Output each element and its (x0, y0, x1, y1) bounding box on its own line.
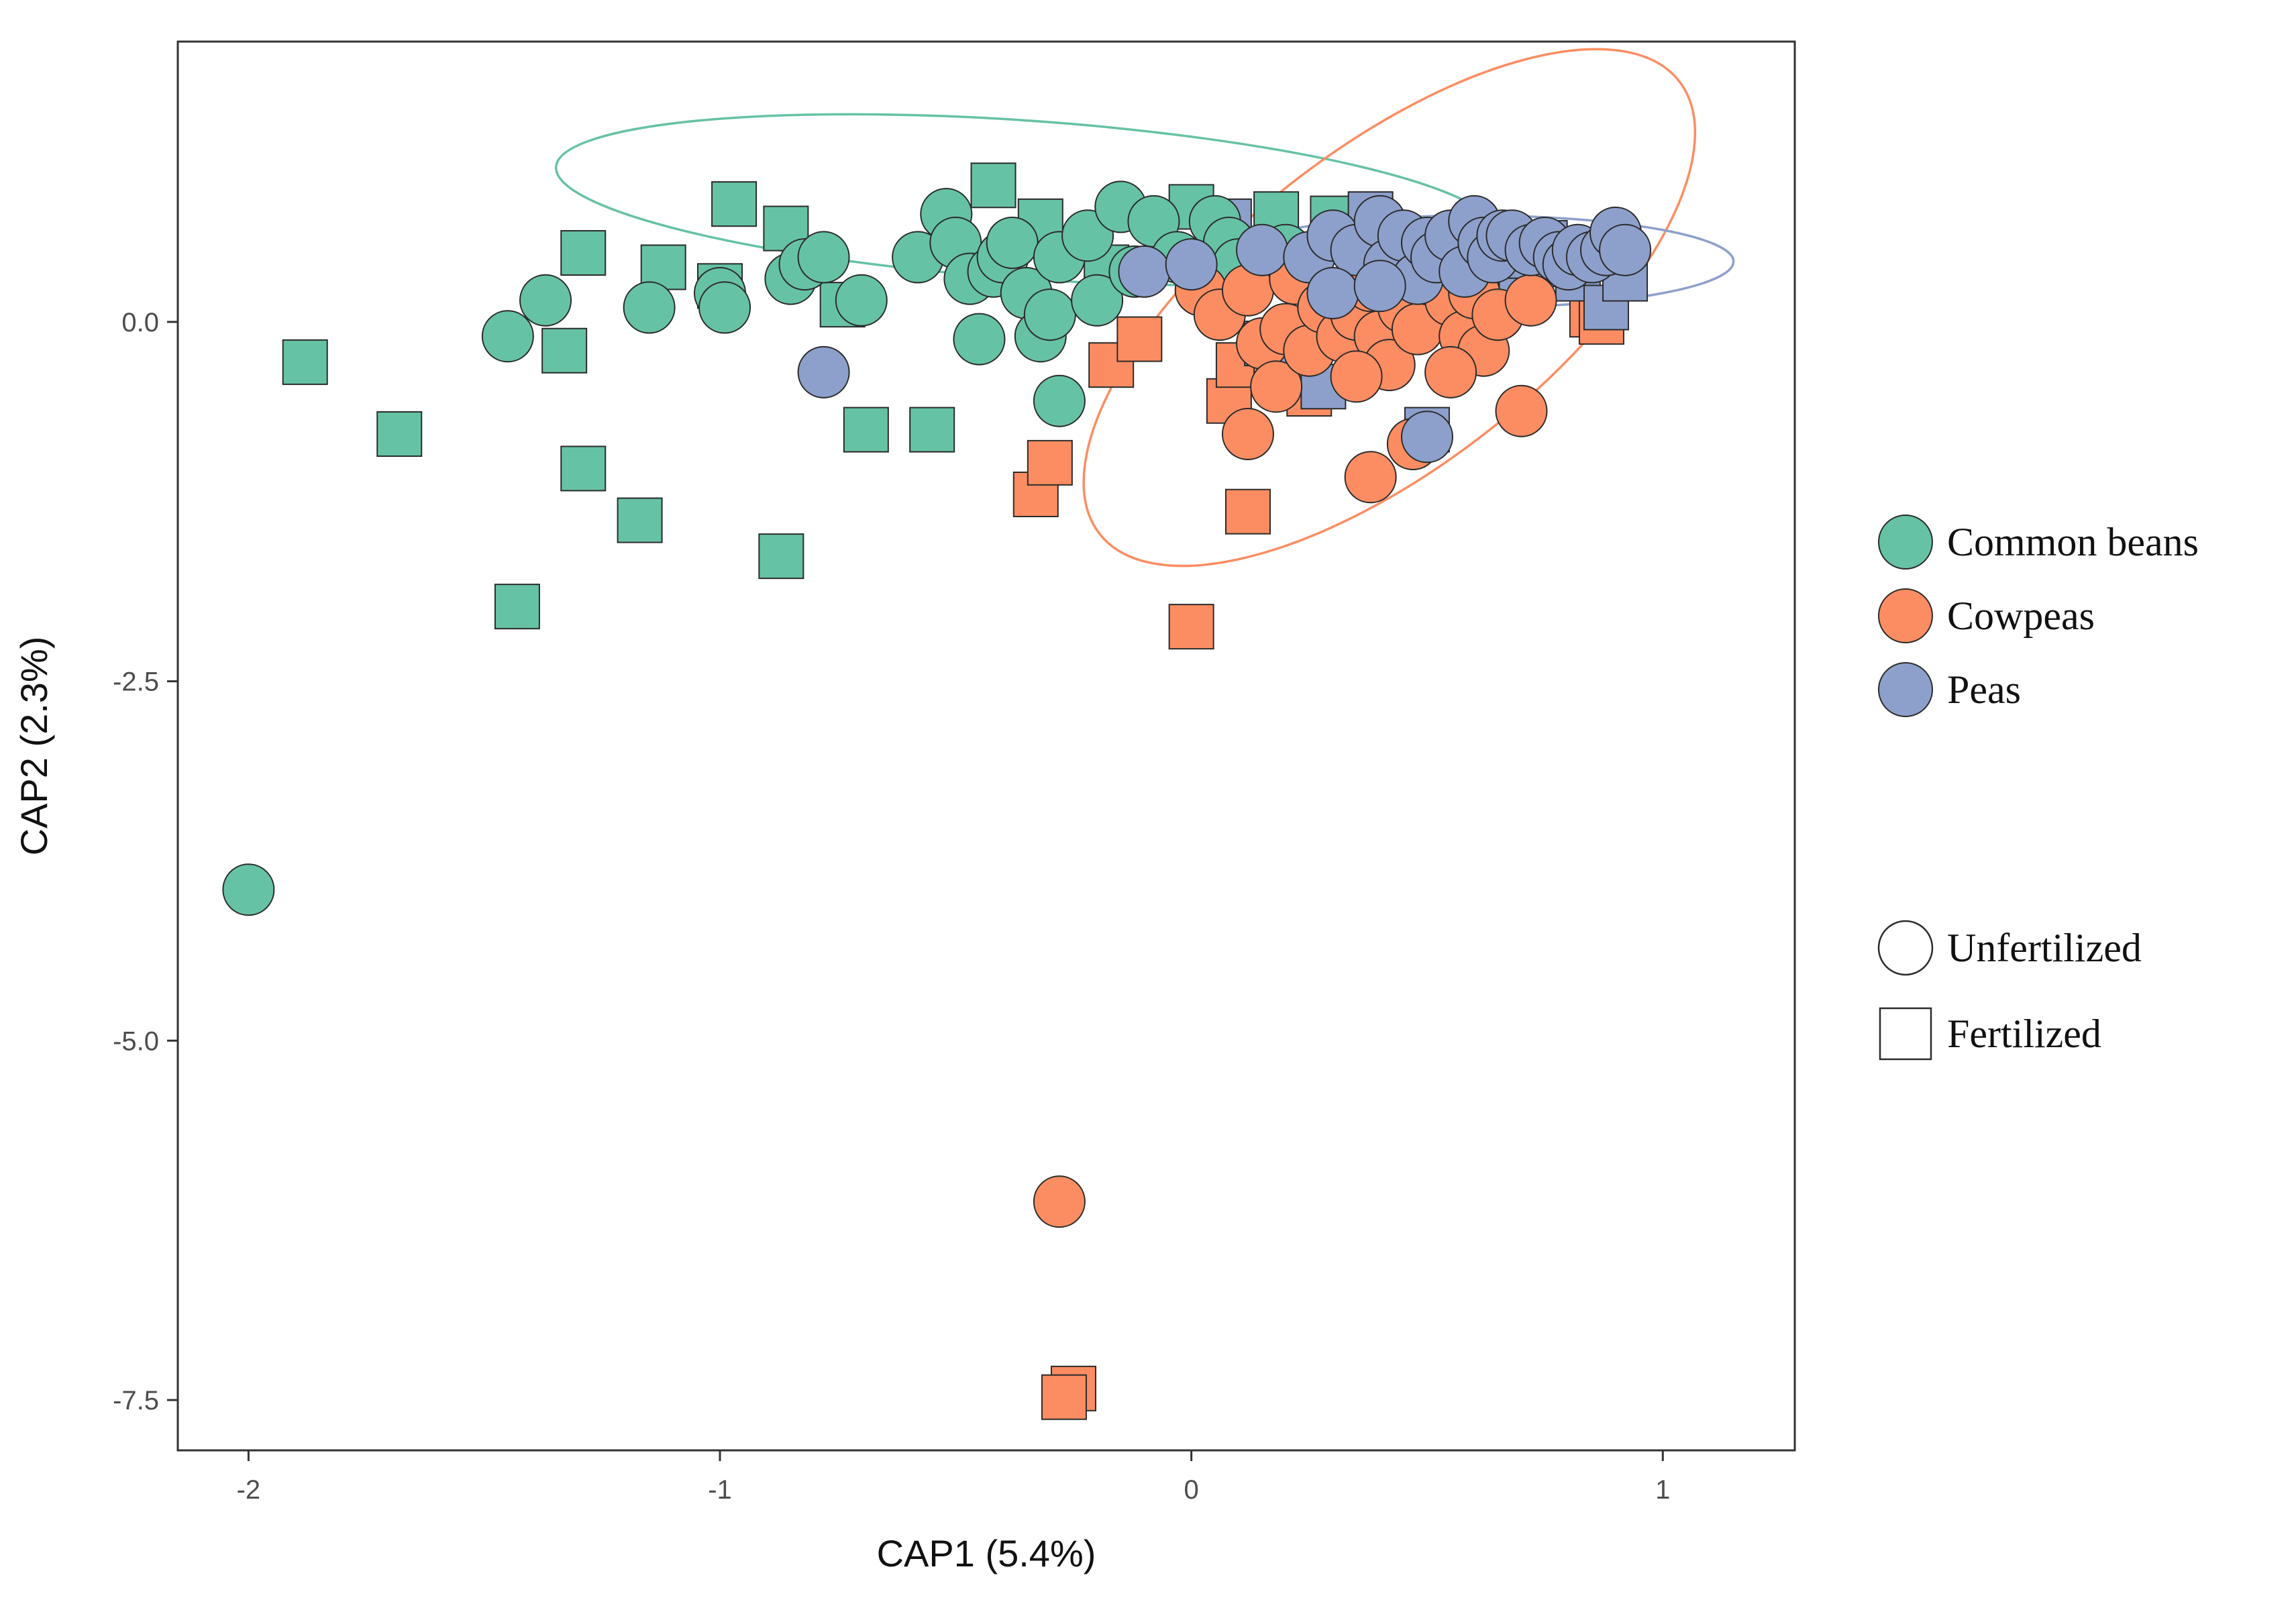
point-cowpeas-fertilized (1168, 604, 1214, 650)
point-peas-unfertilized (1306, 267, 1359, 319)
legend-label-cowpeas: Cowpeas (1947, 594, 2095, 638)
legend-key-fertilized (1879, 1007, 1932, 1061)
legend-species-group: Common beans Cowpeas Peas (1878, 515, 2199, 717)
point-common-beans-fertilized (758, 533, 804, 580)
point-peas-unfertilized (1353, 260, 1406, 313)
point-common-beans-fertilized (560, 445, 607, 492)
point-common-beans-fertilized (711, 181, 758, 227)
point-cowpeas-unfertilized (1504, 274, 1557, 327)
legend-label-peas: Peas (1947, 667, 2021, 712)
x-tick-label: 1 (1655, 1475, 1670, 1505)
point-common-beans-fertilized (541, 327, 588, 374)
point-common-beans-fertilized (843, 407, 889, 453)
legend-key-cowpeas (1878, 588, 1933, 643)
point-common-beans-unfertilized (481, 310, 534, 363)
point-common-beans-unfertilized (698, 281, 751, 334)
point-peas-unfertilized (1400, 411, 1453, 464)
legend-key-peas (1878, 662, 1933, 717)
x-tick-label: -1 (708, 1475, 732, 1505)
point-common-beans-unfertilized (1033, 374, 1086, 427)
legend-key-unfertilized (1877, 920, 1934, 976)
point-peas-unfertilized (1236, 223, 1289, 276)
point-common-beans-fertilized (560, 230, 607, 276)
ellipse-cowpeas (1082, 48, 1697, 568)
point-cowpeas-unfertilized (1424, 345, 1477, 398)
point-common-beans-unfertilized (1071, 274, 1124, 327)
point-peas-unfertilized (1599, 223, 1652, 276)
point-common-beans-fertilized (494, 584, 540, 630)
point-common-beans-fertilized (376, 411, 423, 457)
legend-treatment-group: Unfertilized Fertilized (1877, 920, 2142, 1061)
point-cowpeas-unfertilized (1344, 451, 1397, 504)
y-tick-label: 0.0 (121, 308, 159, 337)
point-cowpeas-fertilized (1224, 488, 1271, 535)
point-common-beans-unfertilized (623, 281, 676, 334)
point-cowpeas-unfertilized (1495, 384, 1548, 437)
point-peas-unfertilized (1165, 238, 1218, 291)
legend-label-unfertilized: Unfertilized (1947, 926, 2142, 970)
point-common-beans-unfertilized (519, 274, 572, 327)
legend-label-common-beans: Common beans (1947, 520, 2199, 564)
point-peas-unfertilized (797, 345, 850, 398)
x-axis-title: CAP1 (5.4%) (877, 1532, 1096, 1574)
point-common-beans-unfertilized (835, 274, 888, 327)
point-common-beans-unfertilized (986, 217, 1039, 269)
point-common-beans-unfertilized (797, 231, 850, 284)
point-cowpeas-fertilized (1041, 1374, 1087, 1420)
point-common-beans-fertilized (617, 497, 663, 543)
point-common-beans-fertilized (970, 162, 1016, 209)
plot-area (176, 40, 1796, 1452)
legend: Common beans Cowpeas Peas Unfertilized Fert… (1877, 515, 2199, 1061)
x-tick-label: 0 (1184, 1475, 1199, 1505)
point-cowpeas-unfertilized (1250, 360, 1303, 413)
point-common-beans-fertilized (282, 339, 328, 385)
point-common-beans-unfertilized (1023, 288, 1076, 341)
y-axis: 0.0 -2.5 -5.0 -7.5 (113, 308, 178, 1415)
y-axis-title: CAP2 (2.3%) (13, 637, 55, 856)
point-cowpeas-unfertilized (1330, 350, 1383, 403)
point-peas-unfertilized (1118, 245, 1171, 298)
point-cowpeas-fertilized (1116, 316, 1163, 362)
legend-label-fertilized: Fertilized (1947, 1012, 2101, 1056)
y-tick-label: -2.5 (113, 667, 159, 697)
point-cowpeas-unfertilized (1033, 1175, 1086, 1228)
point-cowpeas-fertilized (1027, 439, 1073, 486)
point-common-beans-unfertilized (222, 863, 275, 916)
legend-key-common-beans (1878, 515, 1933, 570)
point-common-beans-unfertilized (953, 313, 1006, 366)
point-cowpeas-unfertilized (1221, 408, 1274, 460)
x-tick-label: -2 (237, 1475, 261, 1505)
point-common-beans-fertilized (909, 407, 955, 453)
x-axis: -2 -1 0 1 (237, 1450, 1670, 1505)
data-points (222, 162, 1652, 1420)
y-tick-label: -5.0 (113, 1026, 159, 1056)
y-tick-label: -7.5 (113, 1386, 159, 1415)
